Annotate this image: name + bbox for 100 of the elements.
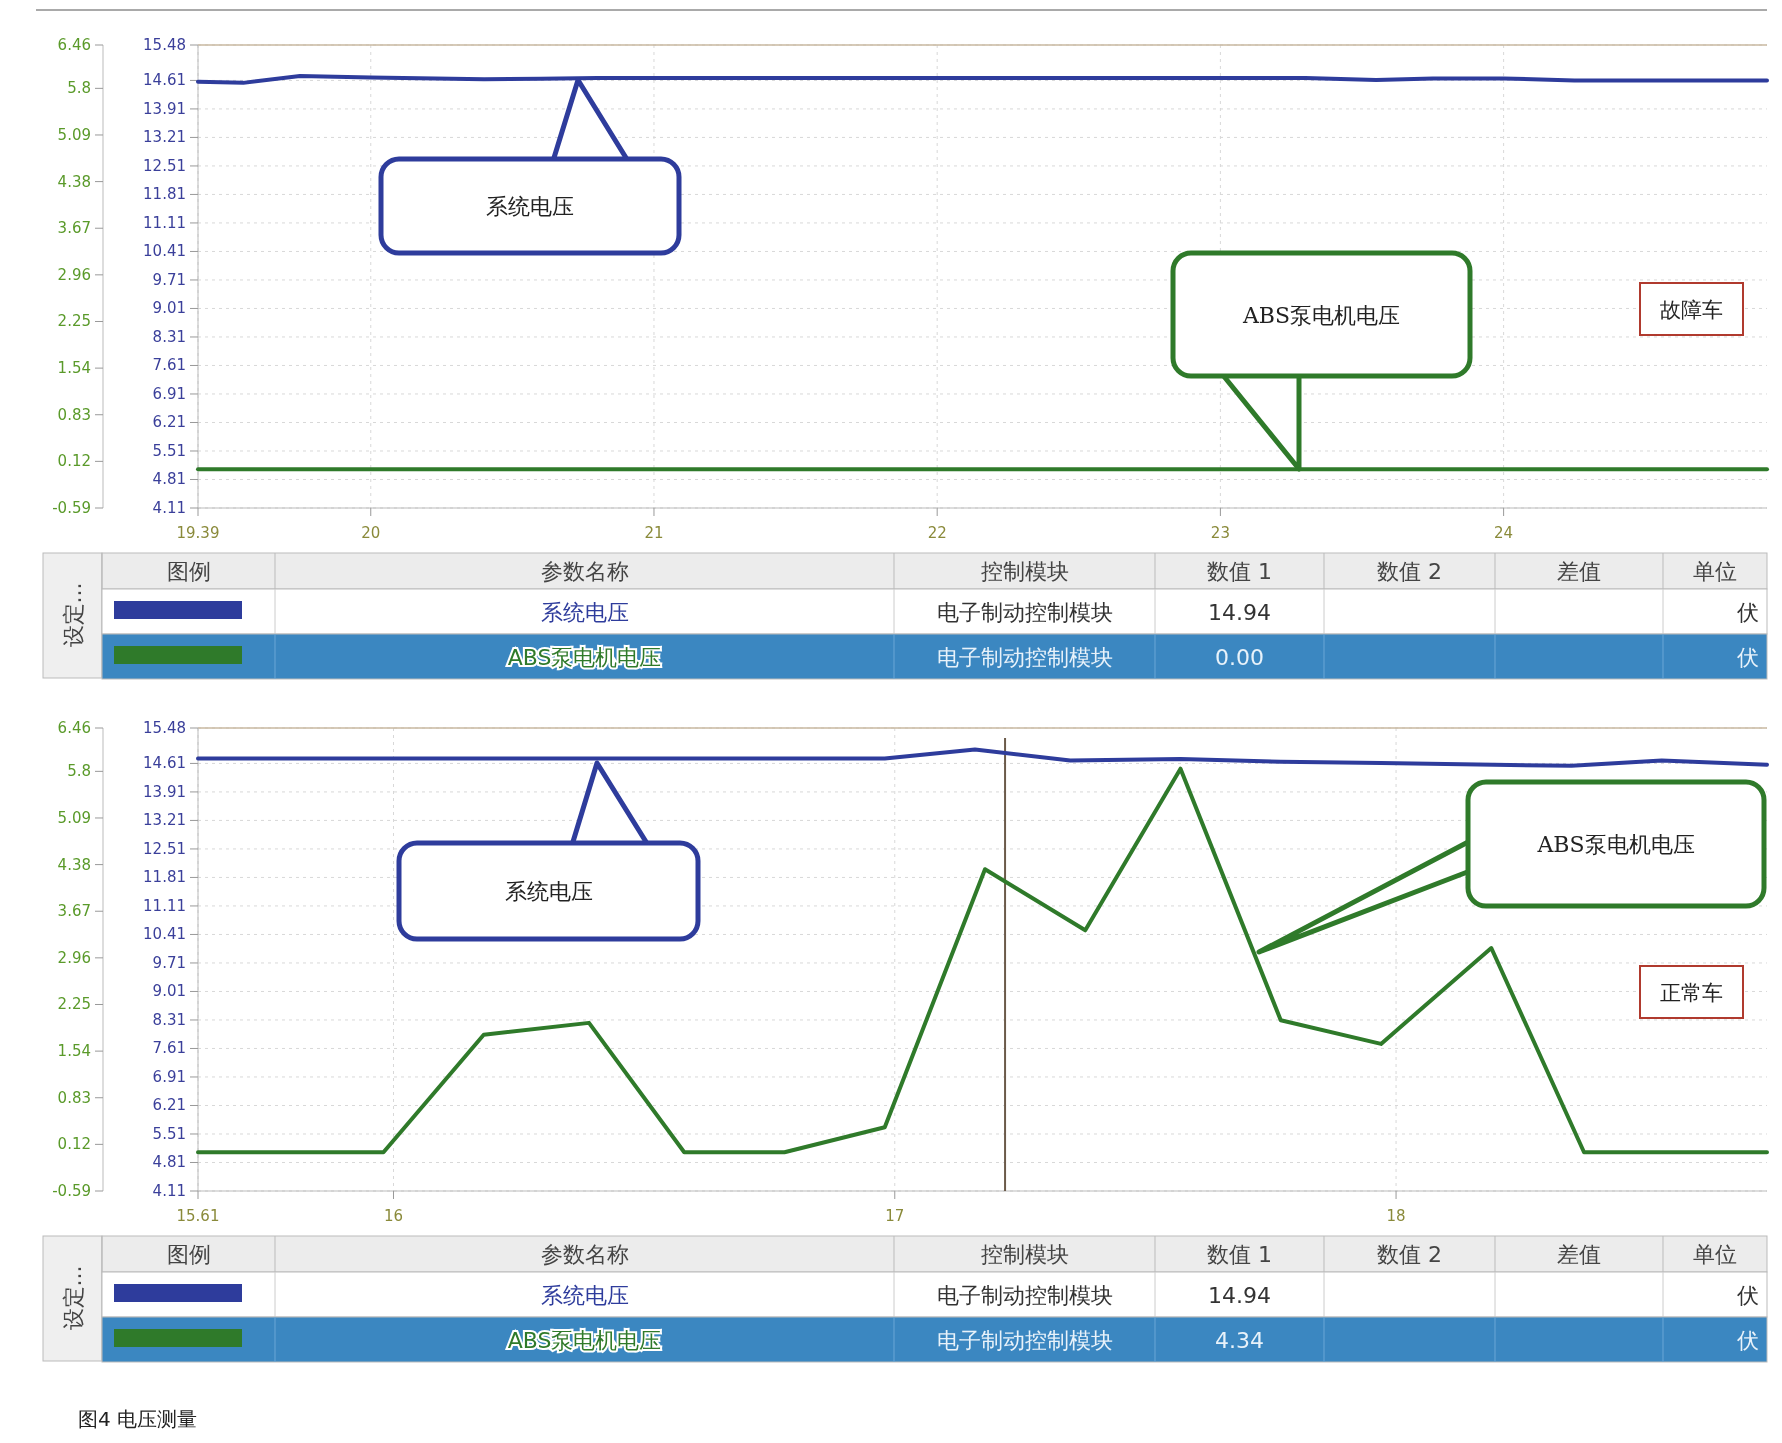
y2-tick-label: 13.21: [143, 128, 186, 147]
y2-tick-label: 6.21: [152, 1096, 186, 1115]
text: 单位: [1693, 1242, 1737, 1267]
text: 参数名称: [540, 559, 629, 584]
y-tick-label: 3.67: [57, 219, 91, 238]
text: 差值: [1557, 1242, 1601, 1267]
text: 伏: [1737, 1328, 1759, 1353]
annotation: 系统电压: [504, 879, 593, 904]
text: 图例: [166, 1242, 211, 1267]
x-tick-label: 15.61: [176, 1207, 220, 1225]
x-tick-label: 16: [383, 1207, 404, 1225]
annotation: ABS泵电机电压: [1536, 832, 1695, 857]
y-tick-label: 5.09: [57, 808, 91, 827]
text: 数值 2: [1377, 559, 1442, 584]
x-tick-label: 24: [1494, 524, 1514, 542]
y2-tick-label: 6.21: [152, 413, 186, 432]
y-tick-label: -0.59: [52, 499, 91, 517]
y2-tick-label: 13.91: [143, 99, 186, 118]
text: 数值 2: [1377, 1242, 1442, 1267]
y2-tick-label: 4.81: [152, 470, 186, 489]
line-series: [196, 747, 1769, 768]
y-tick-label: 3.67: [57, 902, 91, 921]
y-tick-label: 5.8: [67, 762, 91, 781]
y2-tick-label: 6.91: [152, 384, 186, 403]
annotation: 故障车: [1659, 298, 1723, 322]
text: 伏: [1737, 1283, 1759, 1308]
text: ABS泵电机电压: [507, 1328, 662, 1353]
y-tick-label: 2.25: [57, 995, 91, 1014]
y-tick-label: 6.46: [57, 719, 91, 737]
x-tick-label: 20: [361, 524, 381, 542]
text: 电子制动控制模块: [936, 1328, 1113, 1353]
x-tick-label: 23: [1210, 524, 1230, 542]
x-tick-label: 19.39: [176, 524, 220, 542]
text: 14.94: [1208, 600, 1271, 625]
text: 0.00: [1215, 645, 1264, 670]
annotation: ABS泵电机电压: [1241, 302, 1401, 328]
y-tick-label: 4.38: [57, 855, 91, 874]
y-tick-label: 2.96: [57, 265, 91, 284]
annotation: 正常车: [1659, 981, 1723, 1005]
x-tick-label: 21: [644, 524, 664, 542]
text: 差值: [1557, 559, 1601, 584]
text: 控制模块: [980, 1242, 1069, 1267]
annotation: 系统电压: [486, 194, 574, 219]
text: 电子制动控制模块: [936, 645, 1113, 670]
y-tick-label: 5.09: [57, 125, 91, 144]
y-tick-label: 6.46: [57, 36, 91, 54]
text: 图例: [166, 559, 211, 584]
y2-tick-label: 10.41: [143, 925, 186, 944]
y2-tick-label: 11.11: [143, 896, 186, 915]
text: 设定...: [60, 582, 86, 648]
caption: 图4 电压测量: [78, 1407, 198, 1431]
y2-tick-label: 9.71: [152, 953, 186, 972]
text: 控制模块: [980, 559, 1069, 584]
y-tick-label: 5.8: [67, 79, 91, 98]
y2-tick-label: 11.81: [143, 868, 186, 887]
y2-tick-label: 4.11: [152, 499, 186, 517]
y2-tick-label: 6.91: [152, 1067, 186, 1086]
y2-tick-label: 4.81: [152, 1153, 186, 1172]
line-series: [196, 766, 1769, 1155]
text: 电子制动控制模块: [936, 1283, 1113, 1308]
y2-tick-label: 10.41: [143, 242, 186, 261]
text: 系统电压: [540, 1283, 629, 1308]
text: 伏: [1737, 600, 1759, 625]
y-tick-label: 0.83: [57, 405, 91, 424]
text: 设定...: [60, 1265, 86, 1331]
y2-tick-label: 4.11: [152, 1182, 186, 1200]
y2-tick-label: 13.21: [143, 811, 186, 830]
y-tick-label: 2.25: [57, 312, 91, 331]
y2-tick-label: 9.01: [152, 299, 186, 318]
x-tick-label: 18: [1386, 1207, 1406, 1225]
y2-tick-label: 11.11: [143, 213, 186, 232]
x-tick-label: 22: [927, 524, 947, 542]
y2-tick-label: 7.61: [152, 356, 186, 375]
y2-tick-label: 7.61: [152, 1039, 186, 1058]
line-series: [196, 73, 1769, 85]
y2-tick-label: 13.91: [143, 782, 186, 801]
y2-tick-label: 12.51: [143, 156, 186, 175]
y2-tick-label: 14.61: [143, 71, 186, 90]
y-tick-label: 4.38: [57, 172, 91, 191]
y2-tick-label: 15.48: [143, 36, 186, 54]
y2-tick-label: 5.51: [152, 1124, 186, 1143]
y-tick-label: 1.54: [57, 1042, 91, 1061]
y2-tick-label: 9.01: [152, 982, 186, 1001]
y2-tick-label: 8.31: [152, 327, 186, 346]
y2-tick-label: 12.51: [143, 839, 186, 858]
text: 14.94: [1208, 1283, 1271, 1308]
text: 系统电压: [540, 600, 629, 625]
text: ABS泵电机电压: [507, 645, 662, 670]
text: 数值 1: [1207, 1242, 1272, 1267]
y-tick-label: 0.12: [57, 452, 91, 471]
y2-tick-label: 5.51: [152, 441, 186, 460]
y-tick-label: 0.12: [57, 1135, 91, 1154]
text: 数值 1: [1207, 559, 1272, 584]
y-tick-label: 2.96: [57, 948, 91, 967]
text: 伏: [1737, 645, 1759, 670]
x-tick-label: 17: [885, 1207, 905, 1225]
text: 4.34: [1215, 1328, 1264, 1353]
y2-tick-label: 14.61: [143, 754, 186, 773]
text: 参数名称: [540, 1242, 629, 1267]
text: 单位: [1693, 559, 1737, 584]
